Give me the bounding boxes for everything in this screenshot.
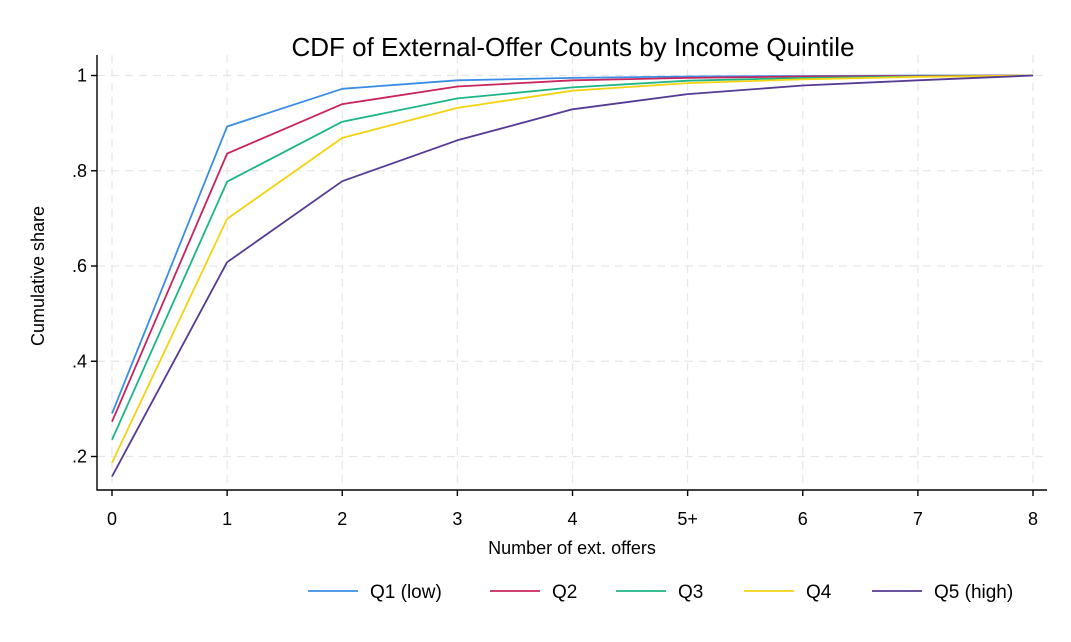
x-axis-label: Number of ext. offers bbox=[488, 538, 656, 558]
series-line-q4 bbox=[111, 74, 1034, 464]
y-tick-label: .6 bbox=[72, 256, 87, 276]
gridlines bbox=[97, 55, 1047, 490]
x-tick-label: 8 bbox=[1028, 509, 1038, 529]
y-tick-label: .2 bbox=[72, 447, 87, 467]
legend-label-q1-low: Q1 (low) bbox=[370, 582, 442, 603]
series-lines bbox=[111, 74, 1034, 477]
series-line-q5-high bbox=[111, 74, 1034, 477]
legend-label-q5-high: Q5 (high) bbox=[934, 582, 1013, 603]
x-tick-label: 3 bbox=[452, 509, 462, 529]
y-axis-label: Cumulative share bbox=[28, 206, 48, 346]
x-tick-label: 0 bbox=[107, 509, 117, 529]
x-tick-label: 2 bbox=[337, 509, 347, 529]
legend-label-q4: Q4 bbox=[806, 582, 832, 603]
x-tick-label: 1 bbox=[222, 509, 232, 529]
y-tick-label: 1 bbox=[77, 66, 87, 86]
x-tick-label: 6 bbox=[798, 509, 808, 529]
x-tick-label: 7 bbox=[913, 509, 923, 529]
axes: .2 .4 .6 .8 1 0 1 2 3 4 5+ 6 7 8 bbox=[72, 55, 1047, 529]
legend-label-q3: Q3 bbox=[678, 582, 703, 603]
x-tick-label: 4 bbox=[567, 509, 577, 529]
legend: Q1 (low) Q2 Q3 Q4 Q5 (high) bbox=[308, 582, 1013, 603]
legend-label-q2: Q2 bbox=[552, 582, 577, 603]
x-tick-label: 5+ bbox=[677, 509, 698, 529]
y-tick-label: .4 bbox=[72, 351, 87, 371]
y-tick-label: .8 bbox=[72, 161, 87, 181]
